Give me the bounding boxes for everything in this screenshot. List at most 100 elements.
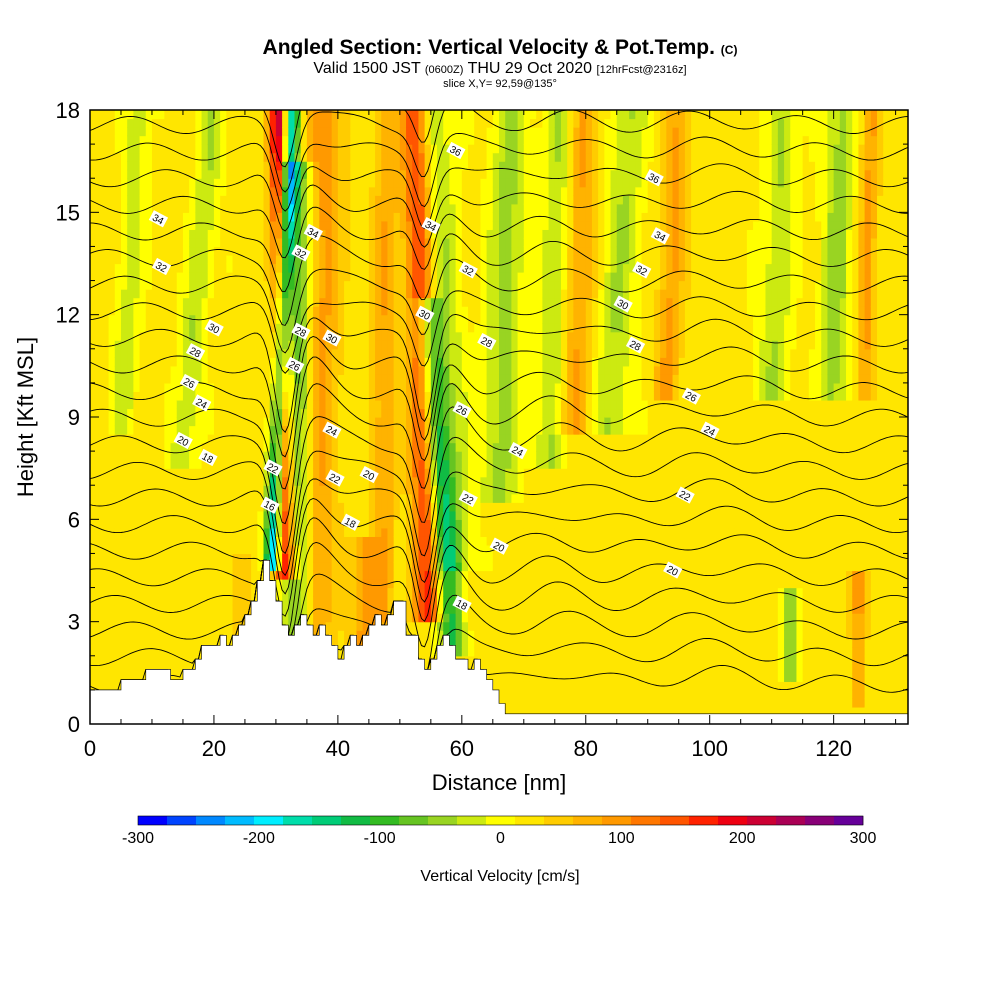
velocity-cell bbox=[158, 621, 165, 631]
velocity-cell bbox=[511, 118, 519, 128]
velocity-cell bbox=[158, 664, 165, 674]
velocity-cell bbox=[269, 527, 277, 537]
velocity-cell bbox=[90, 357, 97, 367]
velocity-cell bbox=[511, 289, 519, 299]
velocity-cell bbox=[350, 365, 358, 375]
velocity-cell bbox=[486, 127, 494, 137]
velocity-cell bbox=[313, 553, 320, 563]
velocity-cell bbox=[313, 323, 320, 333]
velocity-cell bbox=[257, 527, 265, 537]
velocity-cell bbox=[375, 246, 382, 256]
velocity-cell bbox=[102, 476, 110, 486]
velocity-cell bbox=[102, 561, 110, 572]
velocity-cell bbox=[393, 272, 401, 282]
velocity-cell bbox=[412, 280, 420, 290]
velocity-cell bbox=[468, 544, 475, 555]
velocity-cell bbox=[461, 647, 469, 657]
velocity-cell bbox=[393, 263, 401, 273]
velocity-cell bbox=[288, 314, 296, 324]
velocity-cell bbox=[269, 161, 277, 171]
velocity-cell bbox=[437, 323, 444, 333]
velocity-cell bbox=[151, 374, 159, 384]
velocity-cell bbox=[474, 510, 482, 520]
velocity-cell bbox=[244, 289, 252, 299]
velocity-cell bbox=[331, 110, 339, 120]
velocity-cell bbox=[96, 254, 103, 265]
velocity-cell bbox=[455, 417, 463, 427]
velocity-cell bbox=[151, 331, 159, 341]
velocity-cell bbox=[288, 340, 296, 350]
velocity-cell bbox=[201, 468, 209, 478]
velocity-cell bbox=[362, 306, 370, 316]
velocity-cell bbox=[486, 425, 494, 435]
velocity-cell bbox=[350, 127, 358, 137]
velocity-cell bbox=[189, 510, 196, 520]
velocity-cell bbox=[251, 417, 258, 427]
velocity-cell bbox=[461, 442, 469, 452]
velocity-cell bbox=[102, 314, 110, 324]
velocity-cell bbox=[406, 451, 413, 461]
velocity-cell bbox=[424, 374, 432, 384]
velocity-cell bbox=[325, 220, 333, 230]
velocity-cell bbox=[356, 561, 364, 572]
velocity-cell bbox=[120, 476, 128, 486]
velocity-cell bbox=[424, 254, 432, 265]
velocity-cell bbox=[387, 365, 395, 375]
velocity-cell bbox=[387, 297, 395, 307]
velocity-cell bbox=[133, 425, 141, 435]
velocity-cell bbox=[480, 306, 488, 316]
velocity-cell bbox=[306, 152, 314, 162]
velocity-cell bbox=[275, 348, 283, 358]
velocity-cell bbox=[325, 127, 333, 137]
velocity-cell bbox=[294, 587, 302, 597]
velocity-cell bbox=[145, 280, 153, 290]
velocity-cell bbox=[164, 579, 172, 589]
velocity-cell bbox=[195, 408, 203, 418]
velocity-cell bbox=[412, 365, 420, 375]
velocity-cell bbox=[492, 570, 500, 580]
velocity-cell bbox=[511, 357, 519, 367]
velocity-cell bbox=[319, 442, 327, 452]
velocity-cell bbox=[170, 110, 178, 120]
velocity-cell bbox=[499, 425, 506, 435]
velocity-cell bbox=[158, 553, 165, 563]
velocity-cell bbox=[362, 604, 370, 614]
velocity-cell bbox=[182, 161, 190, 171]
velocity-cell bbox=[300, 365, 308, 375]
velocity-cell bbox=[455, 544, 463, 555]
velocity-cell bbox=[158, 348, 165, 358]
velocity-cell bbox=[275, 365, 283, 375]
velocity-cell bbox=[90, 169, 97, 179]
velocity-cell bbox=[195, 434, 203, 444]
velocity-cell bbox=[499, 246, 506, 256]
velocity-cell bbox=[393, 306, 401, 316]
velocity-cell bbox=[158, 459, 165, 469]
velocity-cell bbox=[437, 365, 444, 375]
velocity-cell bbox=[437, 306, 444, 316]
velocity-cell bbox=[461, 527, 469, 537]
velocity-cell bbox=[108, 476, 116, 486]
velocity-cell bbox=[133, 229, 141, 239]
velocity-cell bbox=[145, 561, 153, 572]
velocity-cell bbox=[437, 596, 444, 606]
velocity-cell bbox=[505, 493, 512, 503]
velocity-cell bbox=[455, 314, 463, 324]
velocity-cell bbox=[418, 195, 426, 205]
velocity-cell bbox=[189, 442, 196, 452]
velocity-cell bbox=[145, 527, 153, 537]
velocity-cell bbox=[505, 502, 512, 512]
velocity-cell bbox=[238, 254, 246, 265]
velocity-cell bbox=[300, 434, 308, 444]
velocity-cell bbox=[238, 570, 246, 580]
velocity-cell bbox=[300, 186, 308, 196]
velocity-cell bbox=[213, 621, 221, 631]
velocity-cell bbox=[220, 118, 227, 128]
velocity-cell bbox=[492, 434, 500, 444]
velocity-cell bbox=[189, 570, 196, 580]
velocity-cell bbox=[505, 263, 512, 273]
velocity-cell bbox=[418, 417, 426, 427]
velocity-cell bbox=[375, 152, 382, 162]
velocity-cell bbox=[362, 587, 370, 597]
velocity-cell bbox=[337, 630, 345, 640]
velocity-cell bbox=[90, 493, 97, 503]
